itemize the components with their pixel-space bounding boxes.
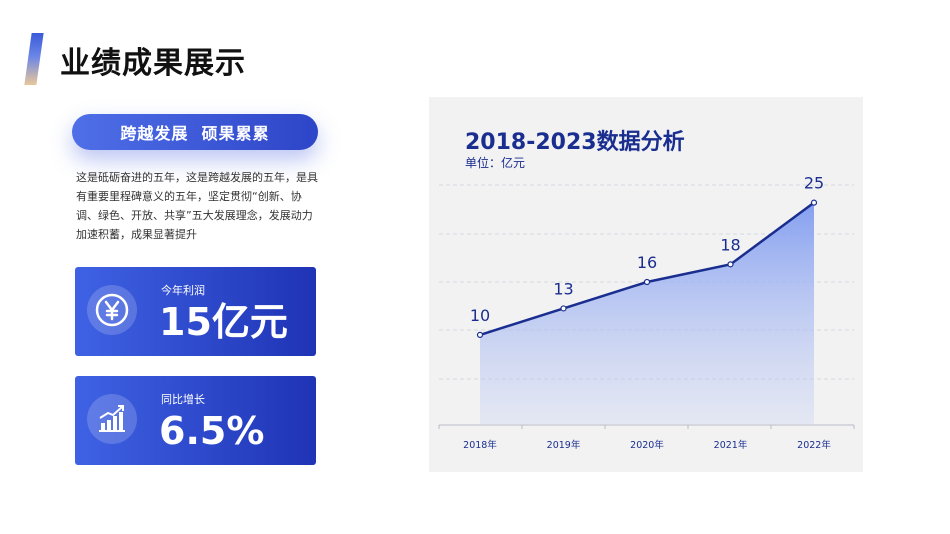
x-tick-label: 2019年 (547, 439, 581, 451)
subtitle-pill: 跨越发展 硕果累累 (72, 114, 318, 150)
chart-title: 2018-2023数据分析 (465, 130, 685, 155)
profit-card: 今年利润 15亿元 (75, 267, 316, 356)
data-label: 25 (804, 174, 824, 193)
x-tick-label: 2020年 (630, 439, 664, 451)
data-point (643, 278, 651, 286)
description-text: 这是砥砺奋进的五年，这是跨越发展的五年，是具有重要里程碑意义的五年，坚定贯彻“创… (76, 171, 318, 241)
x-tick-label: 2018年 (463, 439, 497, 451)
growth-card: 同比增长 6.5% (75, 376, 316, 465)
area-chart: 10 2018年 13 2019年 16 2020年 18 2021年 25 2022年 (438, 174, 855, 451)
data-label: 13 (553, 279, 573, 298)
data-label: 16 (637, 253, 657, 272)
x-tick-label: 2021年 (714, 439, 748, 451)
area-fill (480, 202, 814, 424)
x-tick-label: 2022年 (797, 439, 831, 451)
data-point (810, 199, 818, 206)
profit-card-label: 今年利润 (161, 284, 205, 297)
page-title: 业绩成果展示 (60, 46, 246, 81)
data-label: 18 (720, 235, 740, 254)
subtitle-pill-label: 跨越发展 硕果累累 (120, 124, 270, 143)
data-point (560, 305, 567, 312)
data-point (727, 261, 734, 268)
data-label: 10 (470, 306, 490, 325)
growth-card-value: 6.5% (159, 409, 265, 453)
data-point (476, 331, 484, 339)
chart-unit-label: 单位：亿元 (465, 156, 526, 170)
title-accent-bar (24, 33, 44, 85)
profit-card-value: 15亿元 (159, 300, 288, 344)
growth-card-label: 同比增长 (161, 393, 205, 406)
yuan-icon (87, 285, 137, 335)
growth-chart-icon (87, 394, 137, 444)
